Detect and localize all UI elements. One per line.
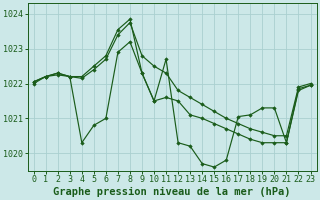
X-axis label: Graphe pression niveau de la mer (hPa): Graphe pression niveau de la mer (hPa) <box>53 186 291 197</box>
